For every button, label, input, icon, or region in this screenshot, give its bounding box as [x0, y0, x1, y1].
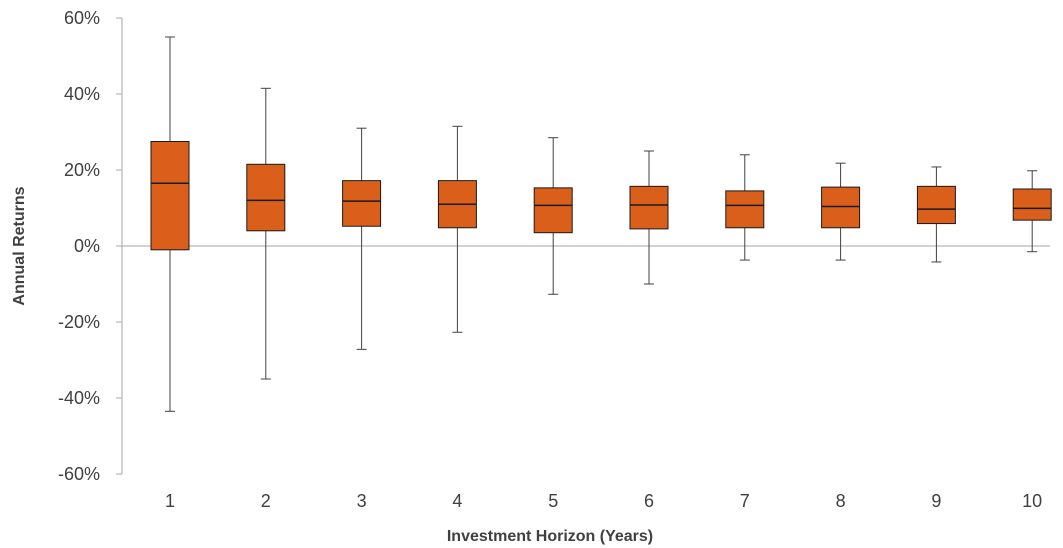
- x-tick-label: 9: [931, 491, 941, 511]
- iqr-box: [821, 186, 861, 229]
- iqr-box: [916, 185, 956, 225]
- iqr-box: [246, 163, 286, 232]
- y-tick-label: -60%: [58, 464, 100, 484]
- x-tick-label: 5: [548, 491, 558, 511]
- box-item: [916, 166, 956, 263]
- x-tick-label: 10: [1022, 491, 1042, 511]
- y-tick-label: 40%: [64, 84, 100, 104]
- y-axis-title: Annual Returns: [11, 186, 28, 305]
- box-item: [150, 36, 190, 412]
- boxes-group: [150, 36, 1052, 412]
- x-tick-label: 8: [836, 491, 846, 511]
- x-tick-label: 2: [261, 491, 271, 511]
- box-item: [246, 87, 286, 380]
- x-tick-labels: 1 2 3 4 5 6 7 8 9 10: [165, 491, 1042, 511]
- box-item: [437, 125, 477, 333]
- y-tick-label: 0%: [74, 236, 100, 256]
- iqr-box: [725, 190, 765, 229]
- box-item: [533, 137, 573, 295]
- box-item: [342, 127, 382, 350]
- x-tick-label: 6: [644, 491, 654, 511]
- x-tick-label: 7: [740, 491, 750, 511]
- y-axis: -60% -40% -20% 0% 20% 40% 60%: [58, 8, 123, 484]
- box-item: [821, 162, 861, 261]
- x-tick-label: 4: [452, 491, 462, 511]
- y-tick-label: -20%: [58, 312, 100, 332]
- box-item: [1012, 170, 1052, 253]
- iqr-box: [342, 180, 382, 227]
- x-tick-label: 1: [165, 491, 175, 511]
- iqr-box: [533, 187, 573, 234]
- iqr-box: [629, 185, 669, 230]
- y-tick-label: 20%: [64, 160, 100, 180]
- iqr-box: [1012, 188, 1052, 221]
- y-tick-label: 60%: [64, 8, 100, 28]
- x-axis-title: Investment Horizon (Years): [447, 528, 653, 545]
- y-tick-label: -40%: [58, 388, 100, 408]
- box-item: [629, 150, 669, 285]
- y-tick-labels: -60% -40% -20% 0% 20% 40% 60%: [58, 8, 122, 484]
- iqr-box: [150, 141, 190, 251]
- x-tick-label: 3: [357, 491, 367, 511]
- box-item: [725, 154, 765, 261]
